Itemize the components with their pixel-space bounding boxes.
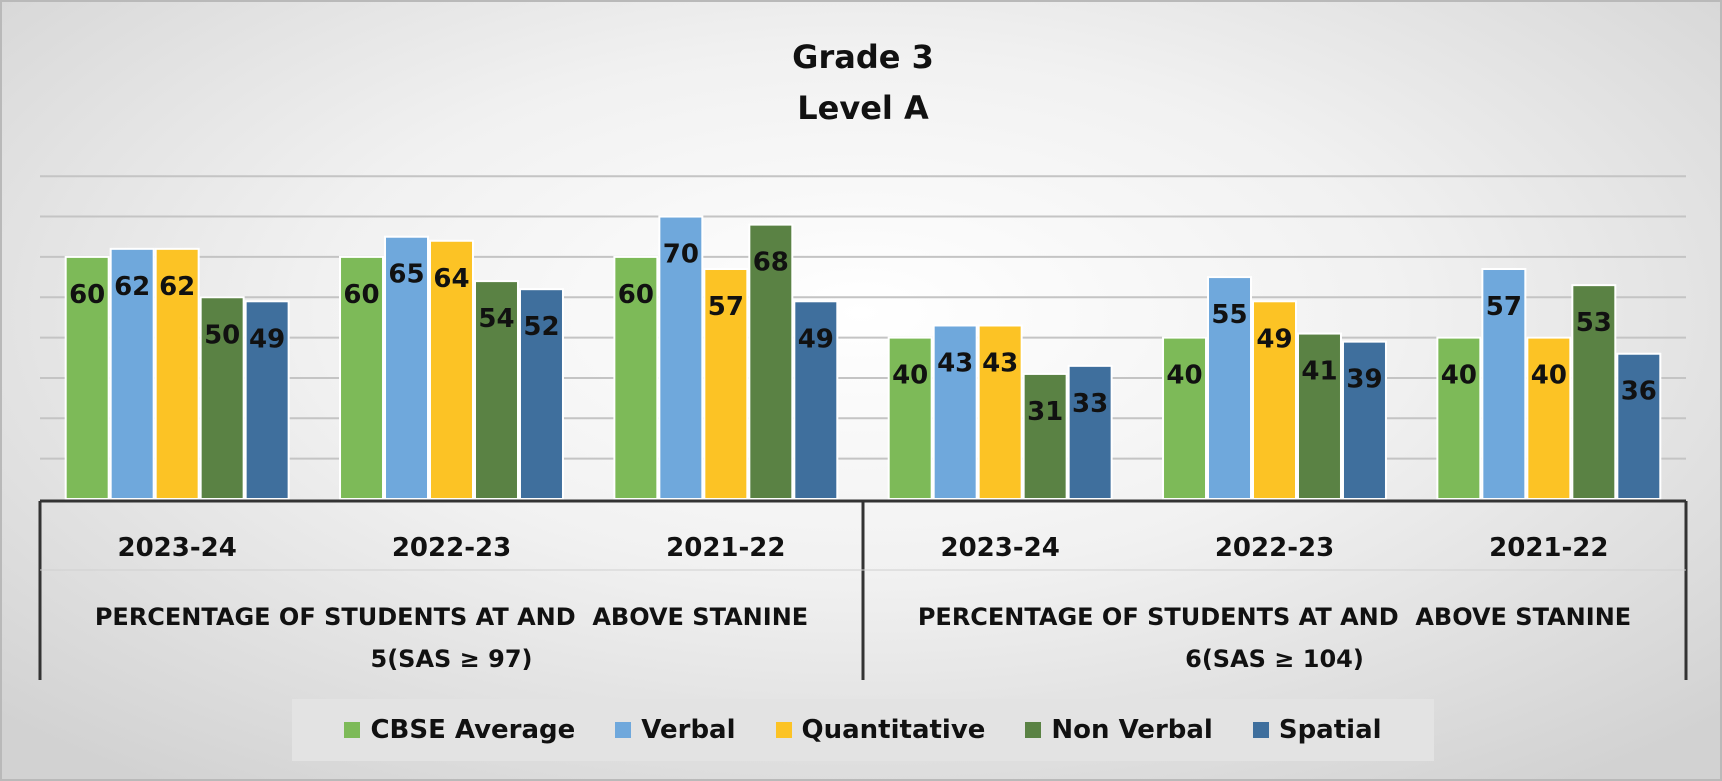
bar-quantitative [977, 324, 1023, 500]
category-tick-label: 2023-24 [940, 533, 1059, 563]
bar-quantitative [429, 239, 474, 500]
data-label: 40 [1166, 361, 1202, 391]
data-label: 54 [478, 304, 514, 334]
bar-chart: Grade 3 Level A 60 62 62 50 49 60 65 64 54 52 60 70… [38, 38, 1688, 680]
legend-label: CBSE Average [370, 715, 576, 745]
bar-cbse-average [1162, 336, 1208, 500]
bar-non-verbal [1571, 284, 1617, 500]
data-label: 60 [69, 280, 105, 310]
data-label: 39 [1346, 365, 1382, 395]
legend-swatch [775, 722, 792, 738]
data-label: 50 [204, 320, 240, 350]
category-tick-label: 2022-23 [1215, 533, 1334, 563]
data-label: 68 [753, 248, 789, 278]
legend-label: Spatial [1278, 715, 1382, 745]
category-axis: 2023-24 2022-23 2021-22 2023-24 2022-23 2021-… [38, 499, 1688, 680]
chart-subtitle: Level A [797, 89, 929, 127]
group-label: PERCENTAGE OF STUDENTS AT AND ABOVE STAN… [95, 603, 808, 631]
bar-verbal [932, 324, 978, 500]
legend-item: Spatial [1252, 715, 1382, 745]
bar-verbal [109, 247, 155, 500]
bar-spatial [1616, 352, 1662, 500]
bar-verbal [384, 235, 430, 500]
data-label: 49 [1256, 324, 1292, 354]
bars: 60 62 62 50 49 60 65 64 54 52 60 70 57 68 49 40 43 43 31 33… [64, 215, 1662, 501]
legend-label: Quantitative [801, 715, 986, 745]
group-label-line2: 6(SAS ≥ 104) [1185, 645, 1364, 673]
legend-label: Verbal [641, 715, 736, 745]
chart-title: Grade 3 [792, 38, 934, 76]
bar-non-verbal [473, 280, 519, 500]
bar-spatial [793, 300, 839, 500]
bar-cbse-average [1436, 336, 1482, 500]
data-label: 31 [1027, 397, 1063, 427]
data-label: 43 [937, 348, 973, 378]
data-label: 57 [708, 292, 744, 322]
group-label-line2: 5(SAS ≥ 97) [371, 645, 533, 673]
legend-item: CBSE Average [344, 715, 575, 745]
bar-quantitative [1252, 300, 1297, 500]
data-label: 41 [1301, 357, 1337, 387]
data-label: 62 [114, 272, 150, 302]
bar-spatial [244, 300, 290, 500]
legend-swatch [1252, 722, 1269, 738]
data-label: 64 [433, 264, 469, 294]
bar-verbal [1481, 268, 1527, 500]
bar-spatial [1067, 364, 1113, 500]
legend: CBSE Average Verbal Quantitative Non Verbal… [292, 699, 1434, 761]
bar-quantitative [154, 247, 200, 500]
legend-swatch [1025, 722, 1042, 738]
bar-cbse-average [339, 255, 385, 500]
data-label: 62 [159, 272, 195, 302]
bar-cbse-average [613, 255, 659, 500]
legend-label: Non Verbal [1051, 715, 1213, 745]
data-label: 49 [798, 324, 834, 354]
data-label: 70 [663, 240, 699, 270]
group-label: PERCENTAGE OF STUDENTS AT AND ABOVE STAN… [918, 603, 1631, 631]
data-label: 60 [343, 280, 379, 310]
data-label: 40 [1531, 361, 1567, 391]
bar-non-verbal [1022, 372, 1068, 501]
bar-non-verbal [199, 296, 245, 500]
category-tick-label: 2023-24 [117, 533, 236, 563]
legend-swatch [344, 722, 361, 738]
bar-cbse-average [887, 336, 933, 500]
category-tick-label: 2021-22 [1489, 533, 1608, 563]
legend-swatch [615, 722, 632, 738]
bar-verbal [658, 215, 704, 501]
gridlines [40, 175, 1686, 460]
bar-spatial [1341, 340, 1387, 501]
data-label: 53 [1576, 308, 1612, 338]
bar-spatial [518, 288, 564, 500]
bar-cbse-average [64, 255, 110, 500]
data-label: 60 [618, 280, 654, 310]
category-tick-label: 2021-22 [666, 533, 785, 563]
bar-quantitative [703, 268, 749, 500]
data-label: 36 [1621, 377, 1657, 407]
data-label: 49 [249, 324, 285, 354]
legend-item: Non Verbal [1025, 715, 1213, 745]
data-label: 40 [1441, 361, 1477, 391]
data-label: 55 [1211, 300, 1247, 330]
data-label: 33 [1072, 389, 1108, 419]
data-label: 57 [1486, 292, 1522, 322]
bar-non-verbal [1296, 332, 1342, 500]
category-tick-label: 2022-23 [392, 533, 511, 563]
data-label: 65 [388, 260, 424, 290]
bar-verbal [1207, 276, 1253, 501]
legend-item: Quantitative [775, 715, 986, 745]
bar-non-verbal [748, 223, 794, 500]
data-label: 52 [523, 312, 559, 342]
data-label: 43 [982, 348, 1018, 378]
bar-quantitative [1526, 336, 1572, 500]
data-label: 40 [892, 361, 928, 391]
legend-item: Verbal [615, 715, 736, 745]
